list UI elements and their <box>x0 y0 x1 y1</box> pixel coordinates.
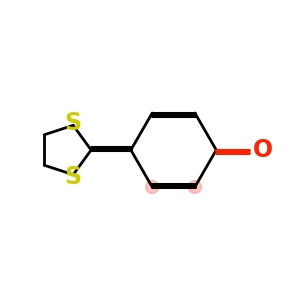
Text: S: S <box>64 165 82 189</box>
Text: O: O <box>253 138 273 162</box>
Text: S: S <box>64 111 82 135</box>
Circle shape <box>188 181 201 194</box>
Circle shape <box>146 181 159 194</box>
